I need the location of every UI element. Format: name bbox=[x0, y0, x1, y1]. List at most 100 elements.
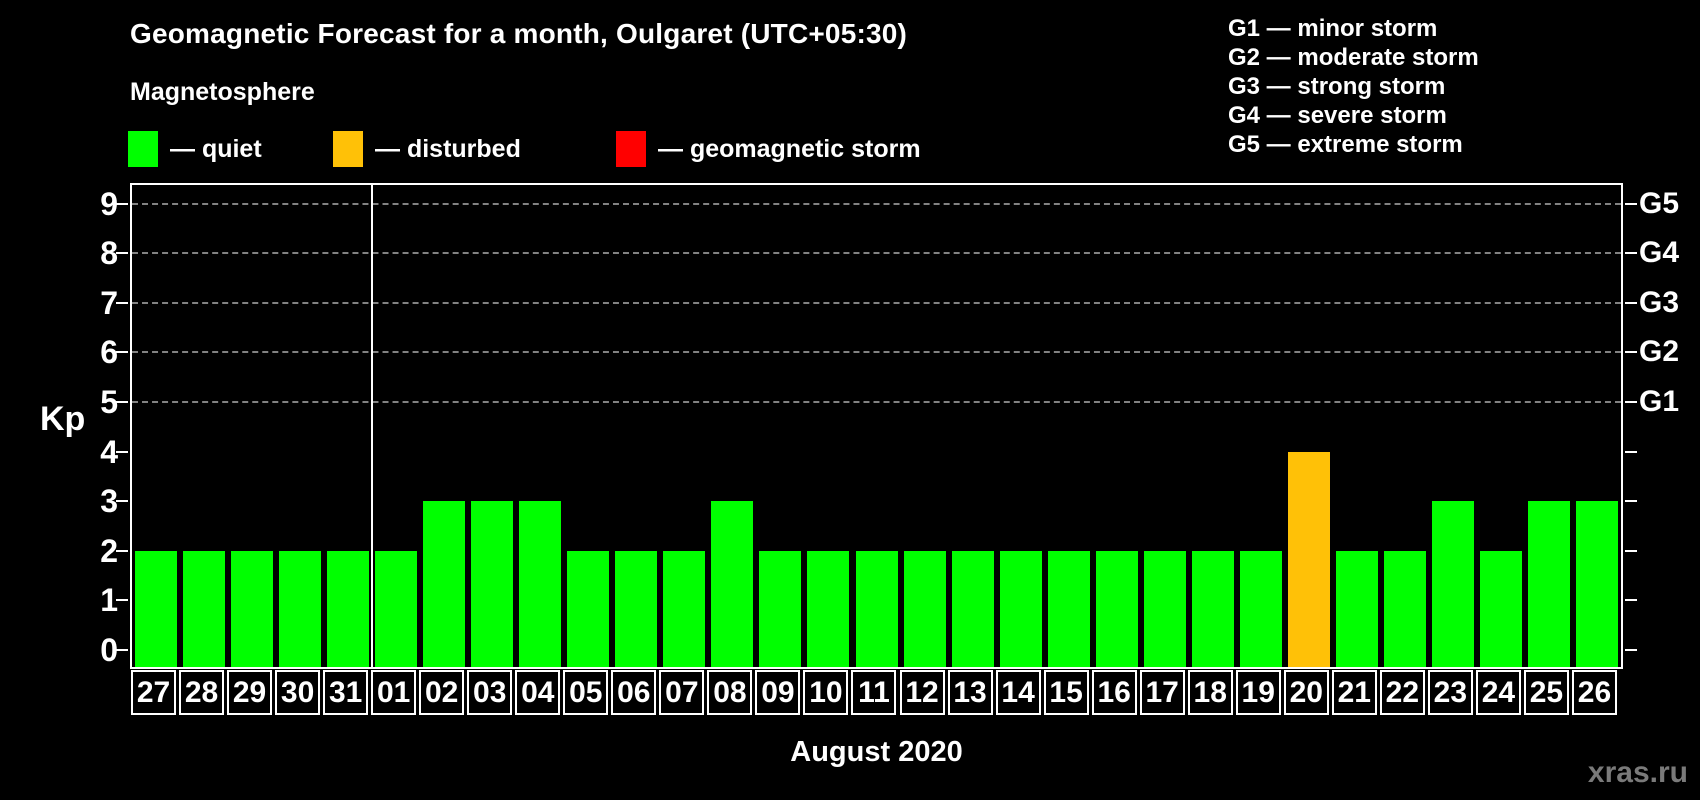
storm-legend-g1: G1 — minor storm bbox=[1228, 15, 1438, 42]
kp-bar-day-18 bbox=[1191, 550, 1234, 667]
day-label-10: 10 bbox=[803, 670, 849, 715]
storm-color-swatch bbox=[616, 131, 646, 167]
storm-scale-legend: G1 — minor storm G2 — moderate storm G3 … bbox=[1228, 14, 1479, 159]
y-tick bbox=[116, 450, 128, 453]
day-label-12: 12 bbox=[899, 670, 945, 715]
day-label-03: 03 bbox=[467, 670, 513, 715]
right-axis-label-g2: G2 bbox=[1639, 335, 1680, 369]
y-tick-label: 4 bbox=[100, 433, 118, 470]
y-tick bbox=[116, 549, 128, 552]
kp-bar-day-23 bbox=[1431, 501, 1474, 667]
x-axis-day-labels: 27 28 29 30 31 01 02 03 04 05 06 07 08 09 10 11 12 13 14 15… bbox=[130, 670, 1623, 715]
storm-legend-g2: G2 — moderate storm bbox=[1228, 44, 1479, 71]
legend-item-label: — disturbed bbox=[375, 135, 521, 163]
kp-bar-day-03 bbox=[471, 501, 514, 667]
day-label-08: 08 bbox=[707, 670, 753, 715]
y-tick-label: 6 bbox=[100, 334, 118, 371]
kp-bar-day-02 bbox=[423, 501, 466, 667]
kp-bar-day-30 bbox=[279, 550, 322, 667]
kp-bar-day-19 bbox=[1239, 550, 1282, 667]
legend-heading: Magnetosphere bbox=[130, 78, 315, 106]
y-tick bbox=[1625, 599, 1637, 602]
kp-bar-day-13 bbox=[951, 550, 994, 667]
y-tick bbox=[1625, 351, 1637, 354]
y-tick bbox=[1625, 401, 1637, 403]
y-tick-label: 9 bbox=[100, 185, 118, 222]
day-label-25: 25 bbox=[1523, 670, 1569, 715]
day-label-05: 05 bbox=[563, 670, 609, 715]
kp-bar-day-12 bbox=[903, 550, 946, 667]
y-tick bbox=[116, 599, 128, 602]
day-label-30: 30 bbox=[275, 670, 321, 715]
legend-item-label: — geomagnetic storm bbox=[658, 135, 921, 163]
day-label-18: 18 bbox=[1187, 670, 1233, 715]
day-label-24: 24 bbox=[1475, 670, 1521, 715]
y-tick bbox=[116, 649, 128, 651]
day-label-16: 16 bbox=[1091, 670, 1137, 715]
day-label-20: 20 bbox=[1283, 670, 1329, 715]
day-label-26: 26 bbox=[1571, 670, 1617, 715]
day-label-22: 22 bbox=[1379, 670, 1425, 715]
storm-legend-g5: G5 — extreme storm bbox=[1228, 131, 1463, 158]
kp-bar-day-17 bbox=[1143, 550, 1186, 667]
y-tick-label: 0 bbox=[100, 632, 118, 668]
day-label-28: 28 bbox=[179, 670, 225, 715]
gridline-kp9 bbox=[132, 202, 1621, 205]
y-tick bbox=[116, 202, 128, 205]
plot-area: 0 1 2 3 4 5 6 7 8 9 G1 G2 G3 G4 G5 bbox=[100, 183, 1679, 669]
kp-bar-day-09 bbox=[759, 550, 802, 667]
day-label-31: 31 bbox=[323, 670, 369, 715]
kp-bar-day-25 bbox=[1527, 501, 1570, 667]
chart-title: Geomagnetic Forecast for a month, Oulgar… bbox=[130, 18, 908, 49]
kp-bar-day-11 bbox=[855, 550, 898, 667]
day-label-21: 21 bbox=[1331, 670, 1377, 715]
legend-item-label: — quiet bbox=[170, 135, 262, 163]
day-label-29: 29 bbox=[227, 670, 273, 715]
day-label-27: 27 bbox=[131, 670, 176, 715]
kp-bar-day-28 bbox=[183, 550, 226, 667]
day-label-13: 13 bbox=[947, 670, 993, 715]
kp-bar-day-24 bbox=[1479, 550, 1522, 667]
kp-bar-day-22 bbox=[1383, 550, 1426, 667]
kp-bar-day-14 bbox=[999, 550, 1042, 667]
storm-legend-g3: G3 — strong storm bbox=[1228, 73, 1446, 100]
gridline-kp7 bbox=[132, 301, 1621, 304]
gridline-kp8 bbox=[132, 252, 1621, 255]
y-axis-label: Kp bbox=[40, 400, 86, 438]
kp-bar-day-29 bbox=[231, 550, 274, 667]
kp-bar-day-04 bbox=[519, 501, 562, 667]
kp-bar-day-16 bbox=[1095, 550, 1138, 667]
day-label-23: 23 bbox=[1427, 670, 1473, 715]
y-tick-label: 2 bbox=[100, 532, 118, 569]
gridline-kp5 bbox=[132, 401, 1621, 403]
y-tick bbox=[1625, 202, 1637, 205]
y-tick bbox=[116, 401, 128, 403]
day-label-04: 04 bbox=[515, 670, 561, 715]
y-tick-label: 7 bbox=[100, 284, 118, 321]
kp-bar-day-15 bbox=[1047, 550, 1090, 667]
kp-bar-day-31 bbox=[327, 550, 370, 667]
y-tick-label: 8 bbox=[100, 235, 118, 272]
kp-bar-day-05 bbox=[567, 550, 610, 667]
kp-bar-day-21 bbox=[1335, 550, 1378, 667]
day-label-19: 19 bbox=[1235, 670, 1281, 715]
kp-bar-day-10 bbox=[807, 550, 850, 667]
day-label-11: 11 bbox=[851, 670, 897, 715]
day-label-15: 15 bbox=[1043, 670, 1089, 715]
y-tick bbox=[116, 500, 128, 503]
y-tick bbox=[1625, 252, 1637, 255]
right-axis-label-g4: G4 bbox=[1639, 236, 1680, 270]
day-label-06: 06 bbox=[611, 670, 657, 715]
y-tick bbox=[1625, 301, 1637, 304]
y-tick-label: 1 bbox=[100, 582, 118, 619]
kp-bar-day-27 bbox=[135, 550, 178, 667]
watermark: xras.ru bbox=[1587, 756, 1688, 789]
day-label-17: 17 bbox=[1139, 670, 1185, 715]
right-axis-label-g1: G1 bbox=[1639, 385, 1680, 418]
y-tick bbox=[116, 252, 128, 255]
storm-legend-g4: G4 — severe storm bbox=[1228, 102, 1447, 129]
y-tick bbox=[116, 301, 128, 304]
kp-bar-day-08 bbox=[711, 501, 754, 667]
kp-bar-day-07 bbox=[663, 550, 706, 667]
